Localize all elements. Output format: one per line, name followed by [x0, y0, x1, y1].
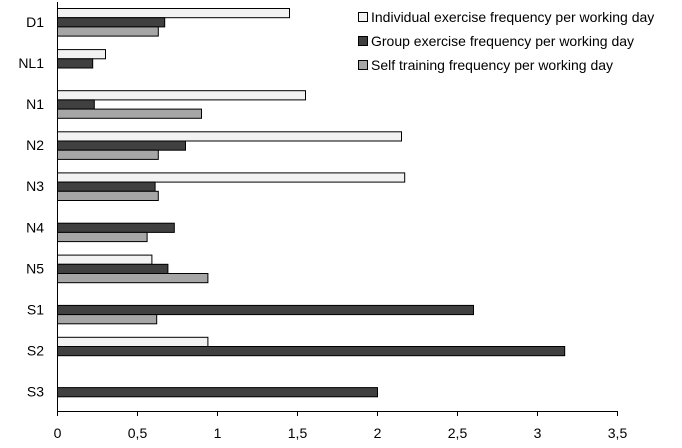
- legend-label-2: Group exercise frequency per working day: [371, 33, 634, 49]
- legend: Individual exercise frequency per workin…: [358, 9, 654, 73]
- bar-s2-series-1: [57, 336, 209, 347]
- bar-nl1-series-2: [57, 58, 94, 69]
- category-label-n5: N5: [26, 260, 44, 276]
- x-tick-label: 0,5: [128, 425, 148, 441]
- bar-n1-series-2: [57, 99, 95, 110]
- bar-s2-series-2: [57, 346, 566, 357]
- bar-n4-series-2: [57, 222, 175, 233]
- legend-label-3: Self training frequency per working day: [371, 57, 613, 73]
- x-tick-label: 2,5: [448, 425, 468, 441]
- x-axis-ticks: 0 0,5 1 1,5 2 2,5 3 3,5: [54, 411, 628, 441]
- legend-swatch-3: [358, 60, 368, 70]
- bar-n3-series-1: [57, 172, 406, 183]
- bar-d1-series-1: [57, 8, 290, 19]
- x-tick-label: 1: [214, 425, 222, 441]
- bar-n5-series-2: [57, 263, 169, 274]
- bar-d1-series-2: [57, 17, 166, 28]
- category-label-nl1: NL1: [18, 55, 44, 71]
- bar-n1-series-1: [57, 90, 306, 101]
- bar-s3-series-2: [57, 387, 378, 398]
- bar-n3-series-2: [57, 181, 156, 192]
- category-label-n2: N2: [26, 137, 44, 153]
- bar-n1-series-3: [57, 108, 202, 119]
- bar-nl1-series-1: [57, 49, 106, 60]
- x-tick-label: 3: [534, 425, 542, 441]
- legend-swatch-1: [358, 12, 368, 22]
- category-label-n3: N3: [26, 178, 44, 194]
- bar-n2-series-2: [57, 140, 186, 151]
- legend-label-1: Individual exercise frequency per workin…: [371, 9, 654, 25]
- bar-d1-series-3: [57, 26, 159, 37]
- category-label-d1: D1: [26, 14, 44, 30]
- x-tick-label: 3,5: [608, 425, 628, 441]
- x-tick-label: 2: [374, 425, 382, 441]
- bar-n2-series-1: [57, 131, 402, 142]
- category-label-n4: N4: [26, 219, 44, 235]
- bar-n2-series-3: [57, 149, 159, 160]
- category-label-s1: S1: [27, 302, 44, 318]
- bar-n3-series-3: [57, 190, 159, 202]
- category-label-s3: S3: [27, 384, 44, 400]
- category-label-n1: N1: [26, 96, 44, 112]
- bar-n4-series-3: [57, 231, 148, 243]
- bars-group: [57, 8, 566, 398]
- bar-s1-series-2: [57, 304, 474, 316]
- category-label-s2: S2: [27, 343, 44, 359]
- bar-n5-series-3: [57, 273, 209, 284]
- legend-swatch-2: [358, 36, 368, 46]
- x-tick-label: 0: [54, 425, 62, 441]
- bar-n5-series-1: [57, 254, 153, 265]
- category-labels: D1 NL1 N1 N2 N3 N4 N5 S1 S2 S3: [18, 14, 44, 400]
- bar-s1-series-3: [57, 314, 158, 325]
- x-tick-label: 1,5: [288, 425, 308, 441]
